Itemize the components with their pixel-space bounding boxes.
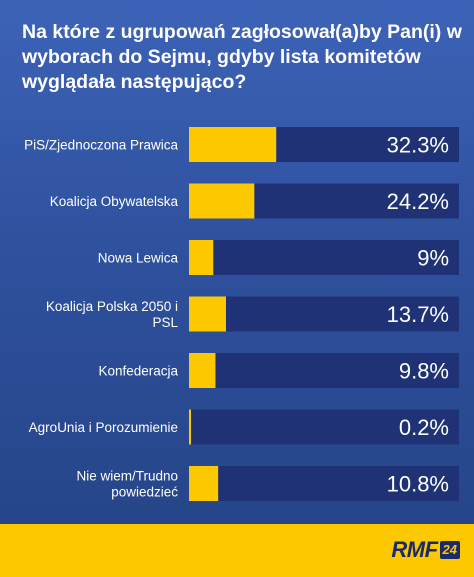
bar-track <box>189 409 459 445</box>
bar-track <box>189 240 459 275</box>
category-label: Konfederacja <box>98 364 178 379</box>
category-label: Koalicja Obywatelska <box>50 194 179 209</box>
bar-chart: PiS/Zjednoczona Prawica 32.3% Koalicja Oby… <box>24 127 459 501</box>
value-label: 9.8% <box>399 359 449 384</box>
category-label: Koalicja Polska 2050 i PSL <box>46 299 179 330</box>
bar <box>189 409 191 445</box>
bar-track <box>189 296 459 332</box>
rmf24-logo: RMF 24 <box>391 537 460 563</box>
category-label: AgroUnia i Porozumienie <box>29 420 178 435</box>
value-label: 0.2% <box>399 415 449 440</box>
logo-badge: 24 <box>439 541 460 559</box>
logo-text: RMF <box>391 537 438 562</box>
bar <box>189 353 216 388</box>
value-label: 9% <box>417 246 449 271</box>
bar <box>189 466 219 501</box>
category-label: Nowa Lewica <box>98 251 179 266</box>
bar-track <box>189 466 459 501</box>
value-label: 24.2% <box>387 189 449 214</box>
bar <box>189 296 226 332</box>
value-label: 13.7% <box>387 302 449 327</box>
bar-track <box>189 353 459 388</box>
bar <box>189 183 255 219</box>
chart-title: Na które z ugrupowań zagłosował(a)by Pan… <box>22 21 462 93</box>
footer-bar: RMF 24 <box>0 524 474 577</box>
bar <box>189 240 214 275</box>
value-label: 32.3% <box>387 133 449 158</box>
bar <box>189 127 277 162</box>
value-label: 10.8% <box>387 472 449 497</box>
category-label: PiS/Zjednoczona Prawica <box>24 138 178 153</box>
category-label: Nie wiem/Trudno powiedzieć <box>76 469 178 500</box>
